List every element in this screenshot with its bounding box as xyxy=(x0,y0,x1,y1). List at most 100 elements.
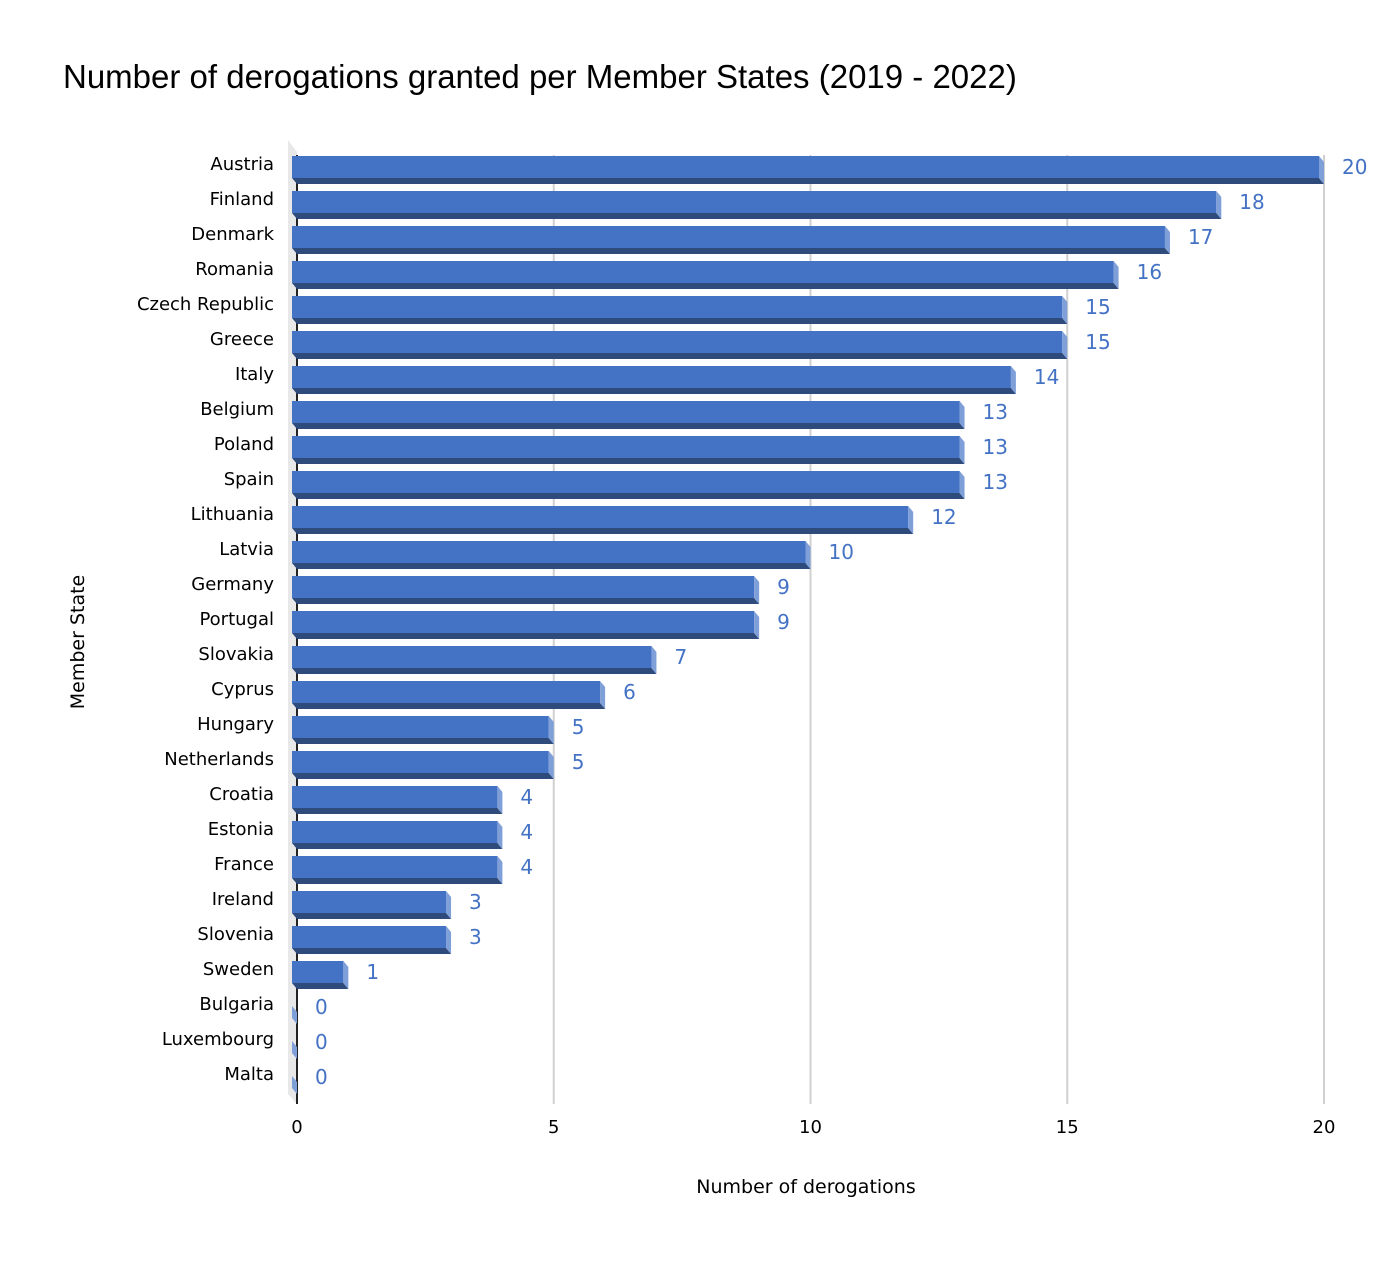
bar-side xyxy=(343,961,349,989)
data-label: 0 xyxy=(315,1030,328,1054)
bar xyxy=(292,436,965,464)
bar-front xyxy=(292,541,806,563)
bar xyxy=(292,821,503,849)
y-axis-label: Member State xyxy=(67,575,89,709)
bar-bottom xyxy=(292,563,811,569)
bar xyxy=(292,541,811,569)
bar-bottom xyxy=(292,493,965,499)
bar xyxy=(292,261,1119,289)
category-label: Romania xyxy=(195,259,274,280)
bar-front xyxy=(292,681,601,703)
category-label: Netherlands xyxy=(164,749,274,770)
x-tick-label: 20 xyxy=(1313,1117,1336,1138)
category-label: Greece xyxy=(210,329,274,350)
data-label: 4 xyxy=(520,855,533,879)
x-tick-label: 10 xyxy=(799,1117,822,1138)
data-label: 9 xyxy=(777,575,790,599)
category-labels: Austria Finland Denmark Romania Czech Republ… xyxy=(137,154,275,1085)
bar-front xyxy=(292,401,960,423)
category-label: Italy xyxy=(235,364,274,385)
bar xyxy=(292,891,452,919)
bar-bottom xyxy=(292,283,1119,289)
bar xyxy=(292,226,1170,254)
bar xyxy=(292,576,760,604)
data-label: 4 xyxy=(520,785,533,809)
bar-side xyxy=(497,856,503,884)
bar-front xyxy=(292,786,498,808)
category-label: Ireland xyxy=(212,889,274,910)
bar-bottom xyxy=(292,843,503,849)
bar-bottom xyxy=(292,668,657,674)
data-label: 9 xyxy=(777,610,790,634)
bar-front xyxy=(292,331,1063,353)
bar-side xyxy=(446,926,452,954)
bar-side xyxy=(1216,191,1222,219)
bar-side xyxy=(1010,366,1016,394)
category-label: Slovakia xyxy=(198,644,274,665)
bar xyxy=(292,961,349,989)
category-label: Poland xyxy=(214,434,274,455)
bar xyxy=(292,1041,297,1059)
bar-bottom xyxy=(292,318,1068,324)
x-tick-label: 0 xyxy=(291,1117,302,1138)
bar-bottom xyxy=(292,773,554,779)
bar-side xyxy=(600,681,606,709)
bar-front xyxy=(292,891,447,913)
x-tick-labels: 0 5 10 15 20 xyxy=(291,1117,1335,1138)
data-label: 20 xyxy=(1342,155,1367,179)
bars xyxy=(292,156,1324,1094)
bar-side xyxy=(959,436,965,464)
data-label: 13 xyxy=(983,435,1008,459)
bar-bottom xyxy=(292,738,554,744)
bar-side xyxy=(1062,331,1068,359)
bar xyxy=(292,681,606,709)
category-label: Malta xyxy=(224,1064,274,1085)
data-label: 3 xyxy=(469,890,482,914)
category-label: Denmark xyxy=(191,224,274,245)
category-label: Belgium xyxy=(200,399,274,420)
bar-bottom xyxy=(292,633,760,639)
category-label: Cyprus xyxy=(211,679,274,700)
bar xyxy=(292,856,503,884)
bar-front xyxy=(292,156,1319,178)
bar-front xyxy=(292,471,960,493)
bar-side xyxy=(292,1006,297,1024)
bar xyxy=(292,401,965,429)
category-label: Luxembourg xyxy=(162,1029,274,1050)
data-label: 14 xyxy=(1034,365,1059,389)
bar-bottom xyxy=(292,213,1222,219)
data-label: 7 xyxy=(674,645,687,669)
bar xyxy=(292,471,965,499)
data-label: 10 xyxy=(829,540,854,564)
bar-side xyxy=(446,891,452,919)
bar-side xyxy=(497,821,503,849)
category-label: Germany xyxy=(191,574,274,595)
category-label: Bulgaria xyxy=(199,994,274,1015)
bar-bottom xyxy=(292,388,1016,394)
bar-front xyxy=(292,926,447,948)
bar-side xyxy=(1164,226,1170,254)
bar-bottom xyxy=(292,703,606,709)
bar-front xyxy=(292,506,909,528)
category-label: Slovenia xyxy=(197,924,274,945)
bar-side xyxy=(754,576,760,604)
bar-side xyxy=(908,506,914,534)
data-label: 0 xyxy=(315,995,328,1019)
x-tick-label: 15 xyxy=(1056,1117,1079,1138)
bar-front xyxy=(292,646,652,668)
bar-front xyxy=(292,296,1063,318)
bar-side xyxy=(548,716,554,744)
bar-front xyxy=(292,436,960,458)
bar xyxy=(292,926,452,954)
category-label: Finland xyxy=(210,189,274,210)
bar xyxy=(292,716,554,744)
bar-front xyxy=(292,366,1011,388)
category-label: Austria xyxy=(210,154,274,175)
data-label: 0 xyxy=(315,1065,328,1089)
data-label: 16 xyxy=(1137,260,1162,284)
bar-front xyxy=(292,226,1165,248)
bar-side xyxy=(548,751,554,779)
bar-side xyxy=(292,1041,297,1059)
